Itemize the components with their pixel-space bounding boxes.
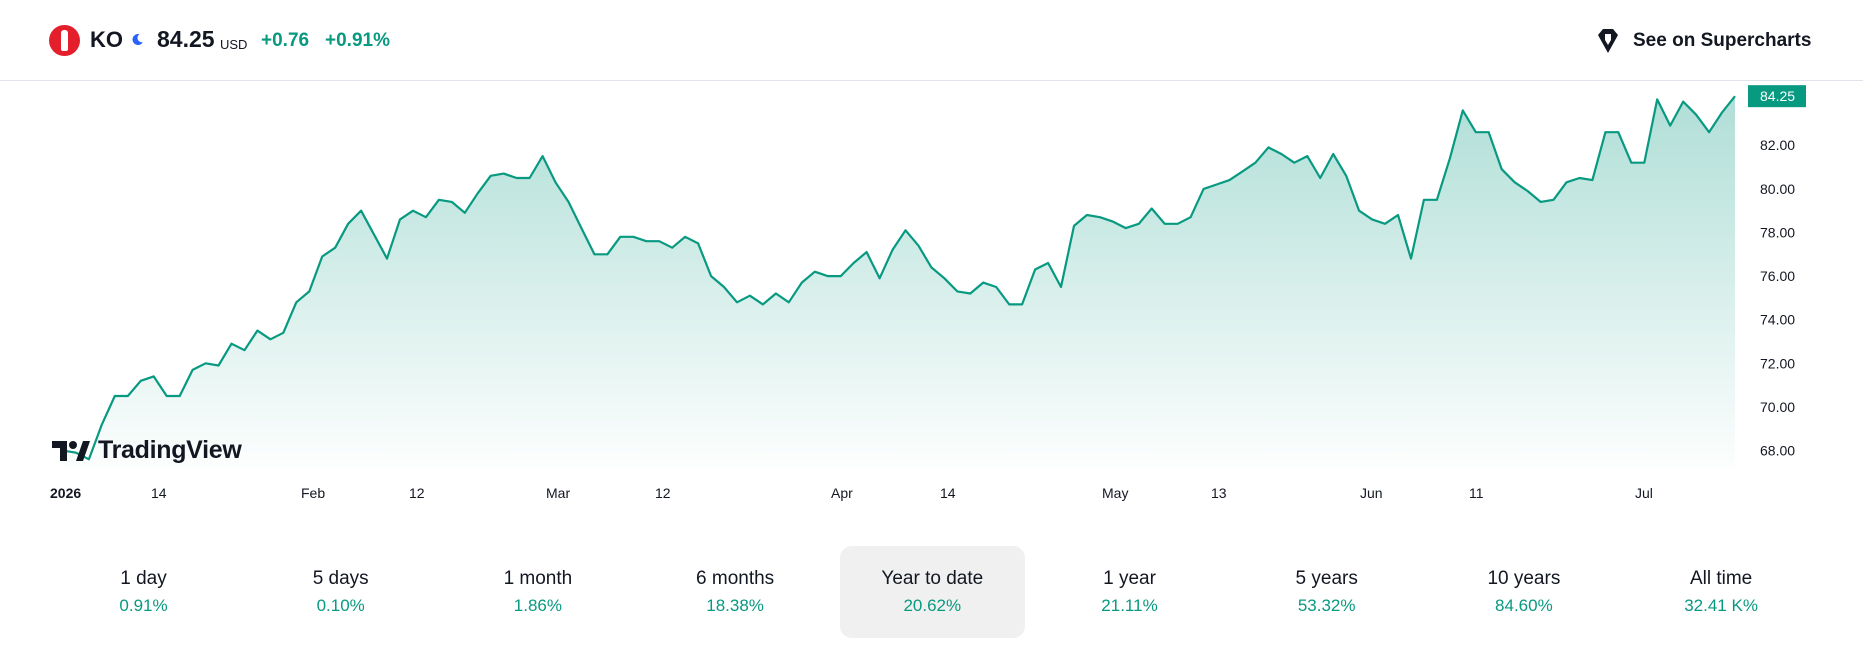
period-label: Year to date bbox=[881, 568, 984, 589]
x-tick-label: 12 bbox=[409, 485, 425, 501]
period-1-month[interactable]: 1 month 1.86% bbox=[445, 546, 630, 638]
x-tick-label: May bbox=[1102, 485, 1128, 501]
price-area-chart[interactable]: 68.00 70.00 72.00 74.00 76.00 78.00 80.00 82.00… bbox=[0, 82, 1863, 522]
period-change-value: 20.62% bbox=[903, 596, 962, 615]
price-series-line bbox=[62, 95, 1736, 461]
period-change-value: 1.86% bbox=[513, 596, 562, 615]
tradingview-watermark: TradingView bbox=[52, 436, 242, 465]
y-tick-label: 80.00 bbox=[1760, 181, 1795, 197]
period-label: 1 month bbox=[503, 568, 573, 589]
last-price-badge bbox=[1748, 85, 1806, 108]
period-label: 1 year bbox=[1103, 568, 1156, 589]
period-change-value: 32.41 K% bbox=[1684, 596, 1758, 615]
x-tick-label: 14 bbox=[940, 485, 956, 501]
last-price: 84.25 bbox=[157, 26, 215, 52]
period-label: 10 years bbox=[1487, 568, 1561, 589]
x-tick-label: 14 bbox=[151, 485, 167, 501]
period-10-years[interactable]: 10 years 84.60% bbox=[1431, 546, 1616, 638]
period-5-years[interactable]: 5 years 53.32% bbox=[1234, 546, 1419, 638]
x-tick-label: Jul bbox=[1635, 485, 1653, 501]
supercharts-diamond-icon bbox=[1598, 29, 1618, 53]
period-label: 6 months bbox=[696, 568, 775, 589]
symbol-header: KO 84.25 USD +0.76 +0.91% See on Superch… bbox=[0, 0, 1863, 81]
period-change-value: 21.11% bbox=[1101, 596, 1158, 615]
x-tick-label: 12 bbox=[655, 485, 671, 501]
x-tick-label: 13 bbox=[1211, 485, 1227, 501]
period-1-year[interactable]: 1 year 21.11% bbox=[1037, 546, 1222, 638]
price-change: +0.76 bbox=[261, 30, 310, 51]
x-tick-label: 11 bbox=[1469, 485, 1484, 501]
y-tick-label: 78.00 bbox=[1760, 224, 1795, 240]
currency-code: USD bbox=[220, 37, 248, 52]
y-tick-label: 82.00 bbox=[1760, 137, 1795, 153]
coca-cola-logo-icon bbox=[49, 25, 80, 56]
performance-periods: 1 day 0.91% 5 days 0.10% 1 month 1.86% 6 month… bbox=[46, 546, 1820, 638]
y-tick-label: 70.00 bbox=[1760, 399, 1795, 415]
x-tick-label: Feb bbox=[301, 485, 325, 501]
ticker-symbol[interactable]: KO bbox=[90, 27, 123, 52]
x-tick-label: Jun bbox=[1360, 485, 1383, 501]
tradingview-wordmark: TradingView bbox=[98, 436, 242, 464]
x-tick-label: 2026 bbox=[50, 485, 81, 501]
period-change-value: 0.10% bbox=[316, 596, 365, 615]
period-change-value: 84.60% bbox=[1495, 596, 1553, 615]
tradingview-logo-icon bbox=[52, 440, 90, 461]
last-price-badge-label: 84.25 bbox=[1760, 88, 1795, 104]
y-tick-label: 74.00 bbox=[1760, 312, 1795, 328]
period-all-time[interactable]: All time 32.41 K% bbox=[1629, 546, 1814, 638]
period-label: 5 years bbox=[1295, 568, 1358, 589]
market-closed-moon-icon bbox=[132, 33, 143, 45]
period-label: All time bbox=[1689, 568, 1753, 589]
y-tick-label: 68.00 bbox=[1760, 443, 1795, 459]
x-tick-label: Apr bbox=[831, 485, 853, 501]
period-year-to-date[interactable]: Year to date 20.62% bbox=[839, 546, 1025, 638]
period-change-value: 0.91% bbox=[119, 596, 168, 615]
period-5-days[interactable]: 5 days 0.10% bbox=[248, 546, 433, 638]
price-change-percent: +0.91% bbox=[325, 30, 390, 51]
period-change-value: 53.32% bbox=[1297, 596, 1356, 615]
see-on-supercharts-label: See on Supercharts bbox=[1633, 30, 1812, 51]
period-label: 1 day bbox=[120, 568, 167, 589]
see-on-supercharts-button[interactable]: See on Supercharts bbox=[1593, 22, 1811, 60]
x-tick-label: Mar bbox=[546, 485, 570, 501]
y-tick-label: 76.00 bbox=[1760, 268, 1795, 284]
period-6-months[interactable]: 6 months 18.38% bbox=[643, 546, 828, 638]
period-label: 5 days bbox=[312, 568, 369, 589]
period-change-value: 18.38% bbox=[706, 596, 764, 615]
y-tick-label: 72.00 bbox=[1760, 355, 1795, 371]
period-1-day[interactable]: 1 day 0.91% bbox=[51, 546, 236, 638]
